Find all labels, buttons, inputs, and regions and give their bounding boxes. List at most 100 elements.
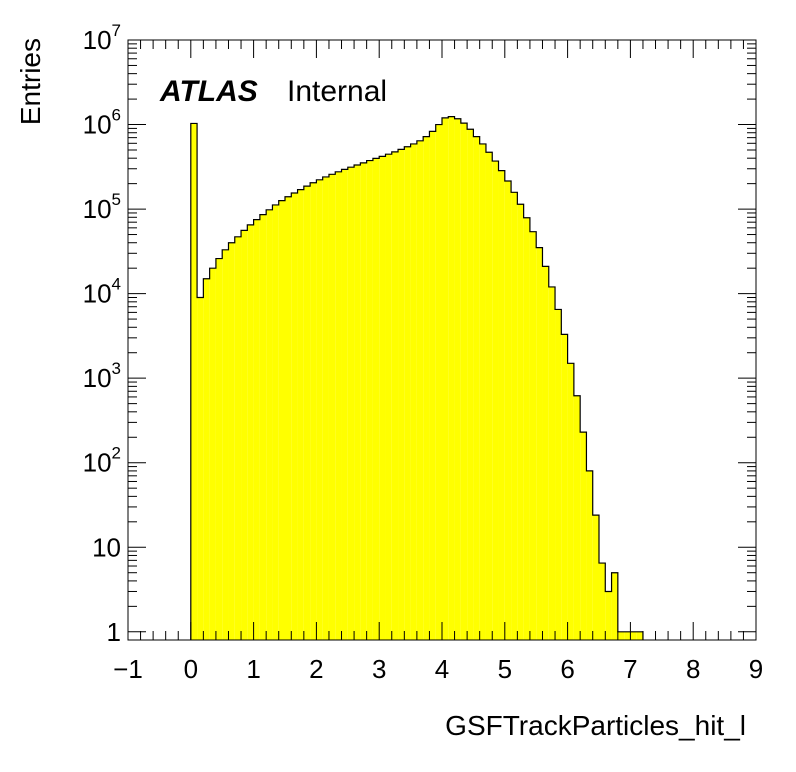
x-tick-label: 1: [246, 654, 260, 684]
histogram-bin: [190, 123, 198, 641]
histogram-bin: [203, 278, 210, 640]
y-tick-label: 102: [83, 444, 121, 478]
histogram-bin: [322, 176, 329, 640]
histogram-bin: [485, 152, 493, 641]
histogram-bin: [517, 204, 524, 640]
histogram-bin: [385, 154, 392, 640]
histogram-bin: [372, 158, 380, 640]
y-tick-label: 104: [83, 275, 121, 309]
x-axis-label: GSFTrackParticles_hit_l: [445, 710, 746, 741]
histogram-bin: [561, 334, 568, 640]
histogram-bins: [190, 116, 644, 641]
y-tick-labels: 1 10 102 103 104 105 106 107: [83, 21, 121, 647]
histogram-bin: [492, 161, 499, 640]
histogram-bin: [410, 143, 417, 641]
histogram-bin: [416, 140, 424, 641]
histogram-bin: [278, 200, 285, 640]
histogram-bin: [536, 247, 543, 640]
x-tick-label: −1: [113, 654, 143, 684]
x-tick-label: 6: [560, 654, 574, 684]
histogram-bin: [316, 179, 323, 640]
histogram-bin: [429, 131, 436, 640]
histogram-bin: [467, 129, 474, 640]
histogram-bin: [523, 217, 530, 640]
histogram-bin: [511, 192, 518, 641]
histogram-bin: [347, 167, 355, 641]
histogram-bin: [366, 160, 373, 640]
x-tick-label: 3: [372, 654, 386, 684]
histogram-bin: [285, 196, 292, 640]
histogram-bin: [197, 297, 204, 640]
histogram-outline: [190, 116, 644, 640]
histogram-bin: [636, 631, 643, 640]
histogram-bin: [423, 136, 430, 640]
x-tick-label: 2: [309, 654, 323, 684]
histogram-bin: [234, 236, 242, 640]
histogram-bin: [241, 230, 248, 640]
y-tick-label: 103: [83, 359, 121, 393]
histogram-bin: [504, 180, 512, 640]
histogram-bin: [498, 170, 505, 640]
histogram-bin: [391, 151, 399, 641]
histogram-bin: [617, 631, 625, 640]
atlas-label: ATLAS: [159, 75, 258, 108]
histogram-bin: [303, 186, 311, 640]
x-tick-label: 0: [184, 654, 198, 684]
histogram-bin: [599, 563, 606, 640]
y-axis-label: Entries: [15, 38, 46, 125]
x-tick-label: 5: [498, 654, 512, 684]
histogram-bin: [624, 631, 631, 640]
histogram-bin: [473, 136, 480, 640]
histogram-bin: [592, 515, 599, 640]
y-tick-label: 105: [83, 190, 121, 224]
histogram-bin: [215, 258, 223, 640]
x-tick-labels: −1 0 1 2 3 4 5 6 7 8 9: [113, 654, 763, 684]
atlas-status-label: Internal: [287, 75, 387, 108]
histogram-bin: [209, 268, 216, 640]
histogram-bin: [580, 432, 587, 640]
histogram-bin: [297, 189, 304, 641]
histogram-bin: [605, 591, 612, 640]
histogram-bin: [228, 242, 235, 640]
histogram-bin: [404, 146, 411, 640]
histogram-bin: [479, 143, 486, 641]
histogram-bin: [460, 123, 468, 641]
histogram-bin: [555, 309, 562, 640]
x-tick-label: 8: [686, 654, 700, 684]
histogram-bin: [266, 209, 273, 640]
histogram-bin: [253, 219, 260, 641]
axis-ticks: [127, 39, 757, 640]
histogram-bin: [442, 117, 449, 640]
histogram-bin: [573, 395, 581, 640]
histogram-bin: [328, 174, 336, 640]
histogram-bin: [354, 165, 361, 640]
histogram-bin: [548, 286, 556, 640]
plot-frame: [127, 39, 757, 641]
x-tick-label: 7: [623, 654, 637, 684]
x-tick-label: 4: [435, 654, 449, 684]
histogram-bin: [379, 156, 386, 640]
histogram-bin: [586, 470, 593, 640]
histogram-bin: [291, 192, 298, 640]
histogram-bin: [435, 124, 442, 641]
histogram-bin: [454, 118, 461, 640]
y-tick-label: 1: [107, 617, 121, 647]
histogram-bin: [611, 572, 618, 640]
histogram-bin: [398, 149, 405, 640]
histogram-bin: [341, 169, 348, 640]
x-tick-label: 9: [749, 654, 763, 684]
histogram-bin: [542, 266, 549, 640]
histogram-bin: [335, 171, 342, 640]
histogram-bin: [272, 204, 279, 641]
histogram-bin: [630, 631, 637, 640]
y-tick-label: 10: [92, 532, 121, 562]
y-tick-label: 106: [83, 106, 121, 140]
y-tick-label: 107: [83, 21, 121, 55]
histogram-bin: [222, 249, 229, 640]
histogram-bin: [529, 231, 537, 640]
histogram-bin: [448, 116, 455, 640]
histogram-bin: [567, 363, 574, 640]
histogram-bin: [310, 182, 317, 640]
histogram-bin: [360, 162, 367, 640]
